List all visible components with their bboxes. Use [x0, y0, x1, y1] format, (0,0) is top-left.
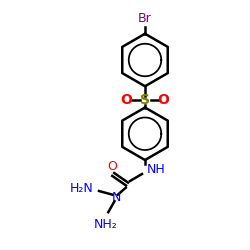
- Text: O: O: [107, 160, 117, 173]
- Text: NH₂: NH₂: [94, 218, 118, 231]
- Text: O: O: [158, 93, 170, 107]
- Text: O: O: [120, 93, 132, 107]
- Text: S: S: [140, 93, 150, 107]
- Text: NH: NH: [146, 163, 165, 176]
- Text: Br: Br: [138, 12, 152, 25]
- Text: N: N: [112, 191, 121, 204]
- Text: H₂N: H₂N: [70, 182, 93, 195]
